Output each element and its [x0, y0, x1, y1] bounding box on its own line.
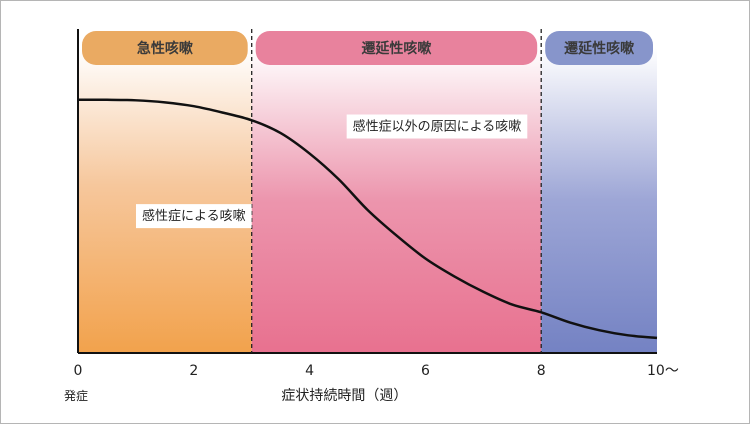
phase-band — [251, 48, 542, 353]
x-tick-label: 6 — [421, 363, 430, 379]
x-axis-title: 症状持続時間（週） — [281, 387, 407, 404]
phase-header-pill — [255, 31, 538, 65]
annotation-label: 感性症以外の原因による咳嗽 — [353, 119, 522, 135]
x-tick-label: 8 — [537, 363, 546, 379]
phase-header-label: 遷延性咳嗽 — [564, 40, 634, 57]
annotation-box — [135, 204, 252, 229]
phase-header-pill — [82, 31, 248, 65]
annotation-label: 感性症による咳嗽 — [142, 208, 246, 224]
phase-band — [78, 48, 252, 353]
phase-header-label: 急性咳嗽 — [137, 40, 193, 57]
x-tick-label: 0 — [74, 363, 83, 379]
x-origin-sublabel: 発症 — [64, 388, 88, 403]
phase-header-label: 遷延性咳嗽 — [361, 40, 431, 57]
x-tick-label: 4 — [305, 363, 314, 379]
x-tick-label: 10〜 — [647, 363, 679, 379]
phase-header-pill — [545, 31, 653, 65]
cough-curve-line — [77, 98, 658, 340]
x-tick-label: 2 — [189, 363, 198, 379]
annotation-box — [346, 114, 528, 139]
phase-band — [541, 48, 657, 353]
